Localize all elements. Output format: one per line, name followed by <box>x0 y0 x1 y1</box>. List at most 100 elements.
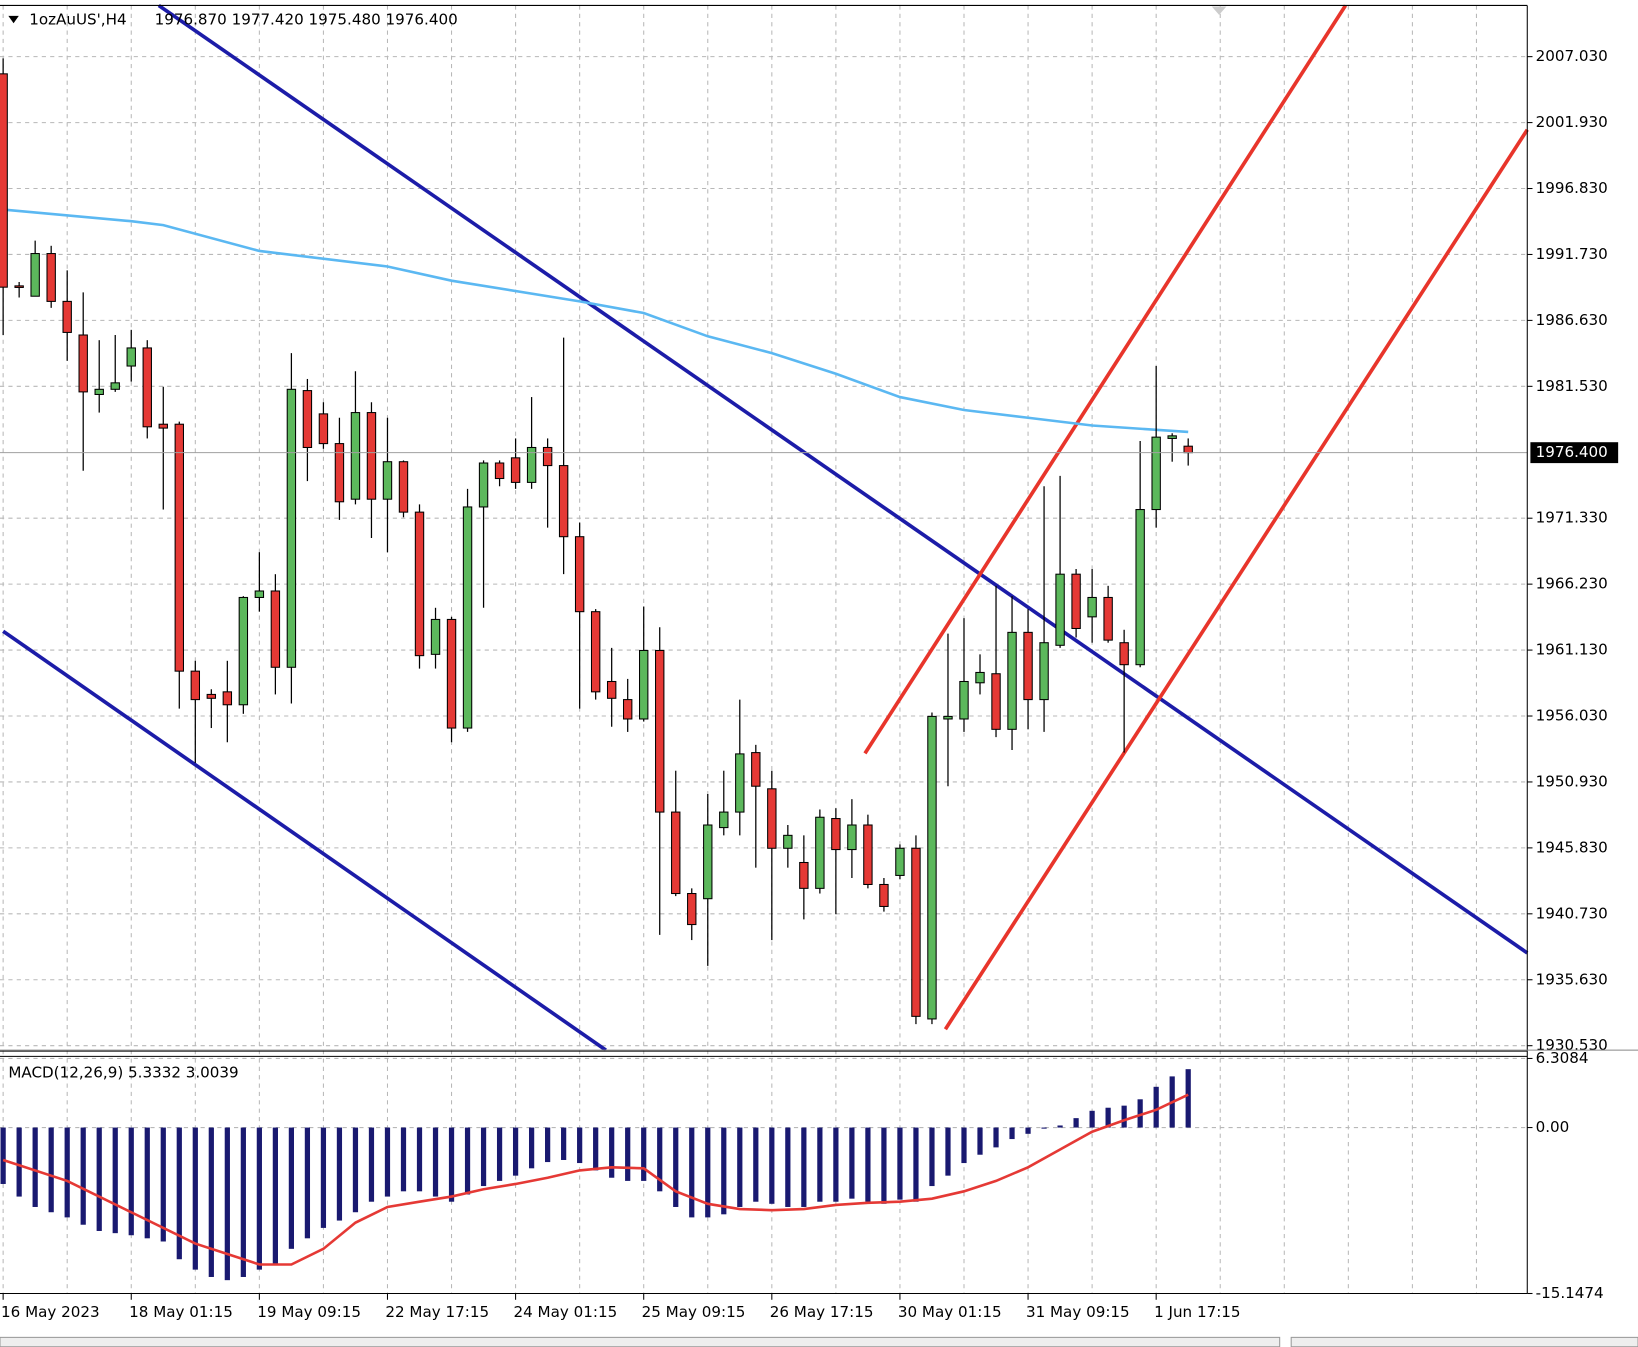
candle-body <box>751 752 761 787</box>
candle-body <box>206 693 217 699</box>
last-price-label: 1976.400 <box>1536 443 1608 461</box>
macd-bar <box>192 1127 198 1270</box>
x-tick-label: 16 May 2023 <box>1 1303 100 1321</box>
candle-body <box>158 423 168 429</box>
candle-body <box>94 388 104 395</box>
candle-body <box>639 649 649 720</box>
candle-body <box>1167 435 1177 439</box>
y-tick-label: 1961.130 <box>1536 641 1608 659</box>
macd-bar <box>977 1127 983 1155</box>
candle-body <box>1103 596 1113 641</box>
x-tick-label: 18 May 01:15 <box>129 1303 233 1321</box>
macd-bar <box>32 1127 38 1207</box>
candle-body <box>190 670 201 701</box>
macd-bar <box>849 1127 855 1199</box>
y-tick-label: 1996.830 <box>1536 179 1608 197</box>
trend-line <box>2 629 607 1052</box>
scrollbar <box>0 1336 1281 1347</box>
macd-bar <box>80 1127 86 1225</box>
macd-bar <box>657 1127 663 1192</box>
macd-bar <box>288 1127 295 1249</box>
y-tick-label: -15.1474 <box>1536 1284 1604 1302</box>
macd-bar <box>1073 1118 1079 1128</box>
macd-bar <box>320 1127 327 1228</box>
macd-bar <box>160 1127 166 1242</box>
y-tick-label: 1950.930 <box>1536 772 1608 790</box>
macd-bar <box>913 1127 919 1202</box>
macd-bar <box>1089 1110 1095 1128</box>
y-tick-label: 2001.930 <box>1536 113 1608 131</box>
macd-bar <box>0 1127 6 1184</box>
macd-bar <box>721 1127 727 1215</box>
shift-marker <box>1211 6 1227 15</box>
macd-bar <box>96 1127 102 1231</box>
macd-bar <box>801 1127 807 1207</box>
macd-bar <box>689 1127 695 1218</box>
macd-bar <box>705 1127 711 1218</box>
macd-bar <box>112 1127 118 1234</box>
y-tick-label: 1940.730 <box>1536 904 1608 922</box>
candle-body <box>526 446 537 483</box>
candle-body <box>126 347 136 367</box>
candle-body <box>462 506 473 729</box>
candle-body <box>1023 631 1033 701</box>
candle-body <box>1151 436 1161 511</box>
macd-bar <box>545 1127 551 1163</box>
candle-body <box>1087 596 1097 618</box>
macd-bar <box>400 1127 407 1192</box>
candle-body <box>1039 642 1049 701</box>
candle-body <box>783 834 793 849</box>
candle-body <box>703 824 713 900</box>
candle-body <box>78 334 88 393</box>
candle-body <box>334 443 345 503</box>
candle-body <box>270 590 281 668</box>
candle-body <box>895 847 905 876</box>
macd-bar <box>833 1127 839 1202</box>
candle-body <box>110 382 120 390</box>
macd-bar <box>528 1127 535 1169</box>
candle-body <box>590 611 601 693</box>
signal-line <box>2 1093 1189 1266</box>
channel-line <box>943 128 1529 1031</box>
candle-body <box>414 511 425 657</box>
x-tick-label: 26 May 17:15 <box>770 1303 874 1321</box>
y-tick-label: 1945.830 <box>1536 838 1608 856</box>
macd-bar <box>448 1127 455 1202</box>
macd-bar <box>240 1127 246 1277</box>
candle-body <box>622 699 633 720</box>
y-tick-label: 2007.030 <box>1536 47 1608 65</box>
candle-body <box>1119 642 1129 666</box>
candle-body <box>671 811 681 895</box>
macd-bar <box>480 1127 487 1187</box>
macd-bar <box>16 1127 22 1197</box>
macd-bar <box>432 1127 439 1197</box>
candle-body <box>366 412 377 500</box>
candle-body <box>767 788 777 849</box>
candle-body <box>382 461 393 500</box>
candle-body <box>606 680 617 699</box>
candle-body <box>174 423 184 672</box>
macd-bar <box>817 1127 823 1202</box>
candle-body <box>911 847 921 1017</box>
candle-body <box>943 715 953 720</box>
last-price-box <box>1530 442 1619 464</box>
macd-bar <box>785 1127 791 1207</box>
macd-bar <box>1025 1127 1031 1134</box>
macd-bar <box>176 1127 182 1260</box>
x-tick-label: 22 May 17:15 <box>385 1303 489 1321</box>
candle-body <box>831 818 841 851</box>
macd-bar <box>865 1127 871 1202</box>
candle-body <box>558 465 569 538</box>
macd-bar <box>256 1127 262 1270</box>
macd-bar <box>368 1127 375 1202</box>
candle-body <box>0 73 8 288</box>
candle-body <box>1183 445 1193 454</box>
macd-bar <box>753 1127 759 1202</box>
y-tick-label: 6.3084 <box>1536 1049 1589 1067</box>
candle-body <box>991 673 1001 730</box>
x-tick-label: 25 May 09:15 <box>642 1303 746 1321</box>
macd-bar <box>625 1127 631 1181</box>
menu-arrow[interactable] <box>8 15 19 24</box>
